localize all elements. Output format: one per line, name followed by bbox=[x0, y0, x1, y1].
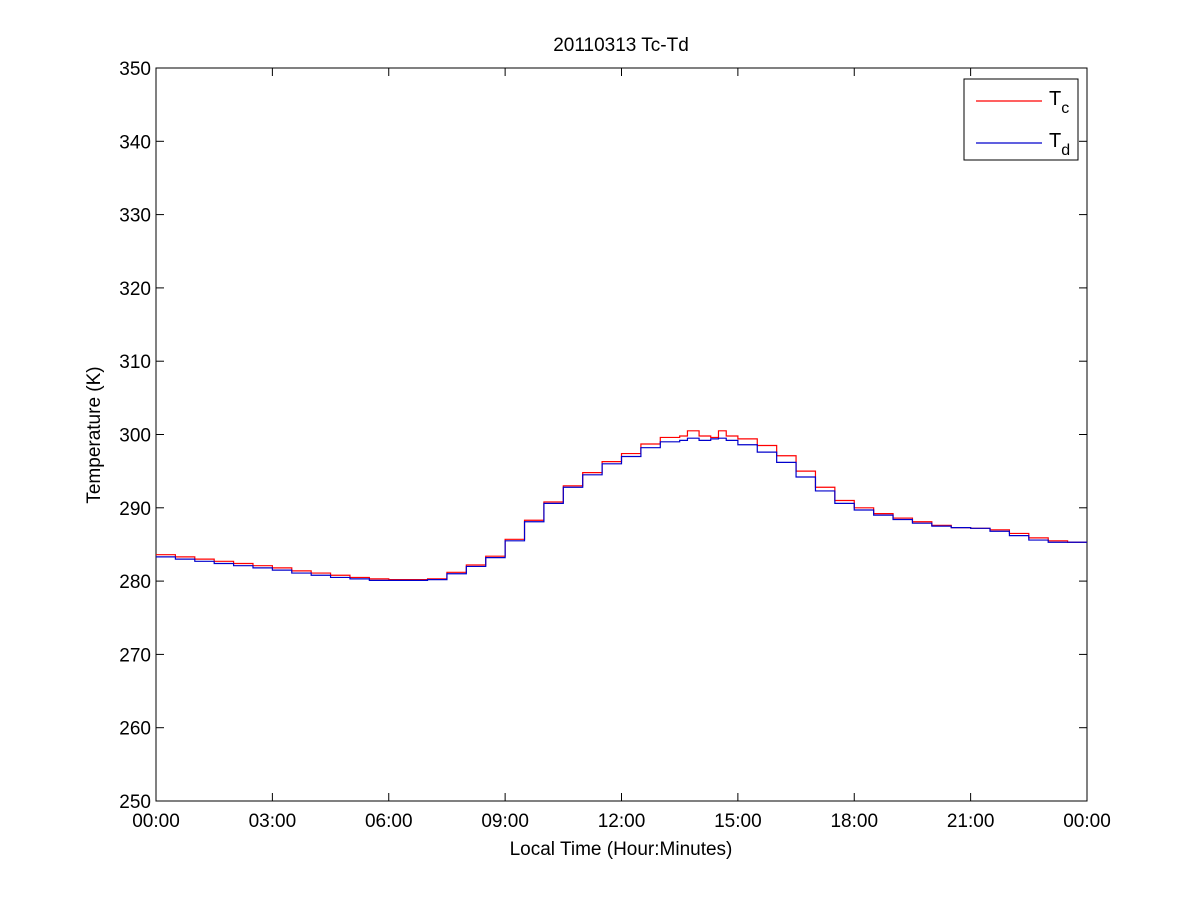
legend-box bbox=[963, 78, 1079, 161]
y-tick-label: 310 bbox=[119, 352, 151, 373]
y-tick-label: 260 bbox=[119, 719, 151, 740]
y-tick-label: 280 bbox=[119, 572, 151, 593]
x-tick-label: 00:00 bbox=[1063, 811, 1111, 832]
x-axis-label: Local Time (Hour:Minutes) bbox=[510, 839, 733, 860]
chart-title: 20110313 Tc-Td bbox=[553, 35, 689, 56]
y-tick-label: 270 bbox=[119, 645, 151, 666]
y-tick-label: 340 bbox=[119, 132, 151, 153]
x-tick-label: 09:00 bbox=[481, 811, 529, 832]
x-tick-label: 15:00 bbox=[714, 811, 762, 832]
y-tick-label: 250 bbox=[119, 792, 151, 813]
series-line-td bbox=[156, 437, 1087, 581]
y-tick-label: 320 bbox=[119, 279, 151, 300]
y-tick-label: 290 bbox=[119, 499, 151, 520]
legend-label-main: T bbox=[1049, 130, 1061, 152]
y-tick-label: 330 bbox=[119, 206, 151, 227]
x-tick-label: 00:00 bbox=[132, 811, 180, 832]
y-tick-label: 350 bbox=[119, 59, 151, 80]
legend-label-tc: Tc bbox=[1049, 88, 1069, 117]
legend-label-subscript: d bbox=[1061, 142, 1070, 159]
plot-area: 250 260 270 280 290 300 310 320 330 340 350 00:00 03… bbox=[119, 59, 1110, 832]
legend-label-subscript: c bbox=[1061, 100, 1069, 117]
legend-label-main: T bbox=[1049, 88, 1061, 110]
y-tick-label: 300 bbox=[119, 426, 151, 447]
x-tick-label: 03:00 bbox=[249, 811, 297, 832]
x-tick-label: 06:00 bbox=[365, 811, 413, 832]
legend-label-td: Td bbox=[1049, 130, 1070, 159]
x-tick-label: 12:00 bbox=[598, 811, 646, 832]
x-tick-label: 18:00 bbox=[830, 811, 878, 832]
x-tick-label: 21:00 bbox=[947, 811, 995, 832]
y-axis-label: Temperature (K) bbox=[84, 366, 105, 503]
